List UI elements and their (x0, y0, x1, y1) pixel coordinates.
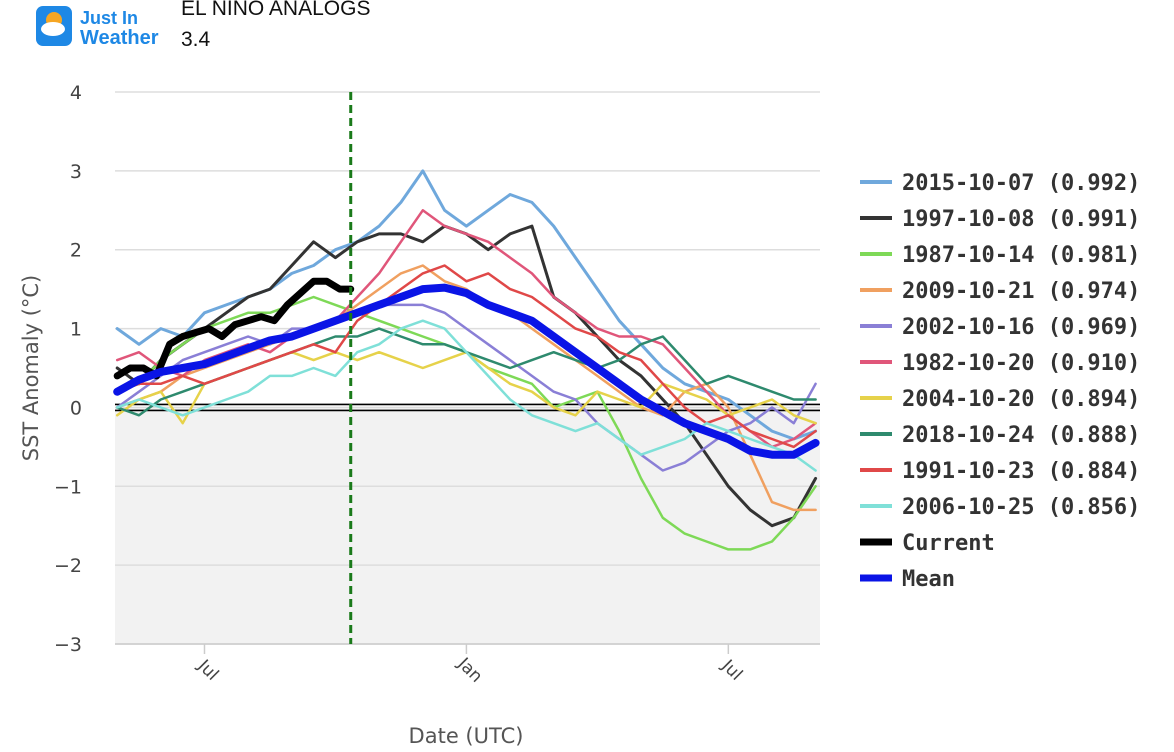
y-tick-label: 4 (70, 82, 82, 104)
series-layer (113, 169, 820, 551)
legend-entry[interactable]: 2006-10-25 (0.856) (902, 495, 1140, 520)
x-tick-label: Jan (453, 653, 486, 686)
logo-cloud-icon (41, 22, 65, 36)
series-line-8 (115, 264, 817, 449)
y-tick-label: 3 (70, 161, 82, 183)
negative-anomaly-band (115, 407, 820, 644)
legend: 2015-10-07 (0.992) 1997-10-08 (0.991) 1987… (860, 171, 1140, 592)
just-in-weather-logo: Just In Weather (36, 6, 159, 49)
y-axis-label: SST Anomaly (°C) (19, 275, 43, 462)
legend-entry[interactable]: Mean (902, 567, 955, 592)
y-tick-label: 0 (70, 397, 82, 419)
legend-entry[interactable]: 2002-10-16 (0.969) (902, 315, 1140, 340)
legend-entry[interactable]: 2004-10-20 (0.894) (902, 387, 1140, 412)
chart-subtitle: 3.4 (181, 28, 211, 51)
legend-entry[interactable]: 1991-10-23 (0.884) (902, 459, 1140, 484)
x-axis-label: Date (UTC) (409, 724, 524, 748)
x-tick-label: Jul (193, 655, 222, 684)
series-line-11 (113, 283, 820, 459)
chart-title: EL NINO ANALOGS (181, 0, 371, 20)
series-line-0 (115, 169, 818, 441)
legend-entry[interactable]: 2009-10-21 (0.974) (902, 279, 1140, 304)
y-tick-label: −3 (54, 634, 82, 656)
y-tick-label: 2 (70, 240, 82, 262)
legend-entry[interactable]: 1982-10-20 (0.910) (902, 351, 1140, 376)
plot-band-layer (115, 407, 820, 644)
legend-entry[interactable]: Current (902, 531, 995, 556)
y-tick-label: −2 (54, 555, 82, 577)
x-axis-ticks: Jul Jan Jul (193, 644, 746, 687)
y-axis-ticks: 4 3 2 1 0 −1 −2 −3 (54, 82, 82, 656)
legend-entry[interactable]: 1997-10-08 (0.991) (902, 207, 1140, 232)
logo-text-line1: Just In (80, 8, 138, 28)
legend-entry[interactable]: 1987-10-14 (0.981) (902, 243, 1140, 268)
y-tick-label: −1 (54, 476, 82, 498)
grid-layer (115, 91, 820, 645)
y-tick-label: 1 (70, 319, 82, 341)
x-tick-label: Jul (717, 655, 746, 684)
legend-entry[interactable]: 2015-10-07 (0.992) (902, 171, 1140, 196)
logo-text-line2: Weather (80, 27, 159, 49)
legend-entry[interactable]: 2018-10-24 (0.888) (902, 423, 1140, 448)
series-line-4 (115, 303, 817, 472)
